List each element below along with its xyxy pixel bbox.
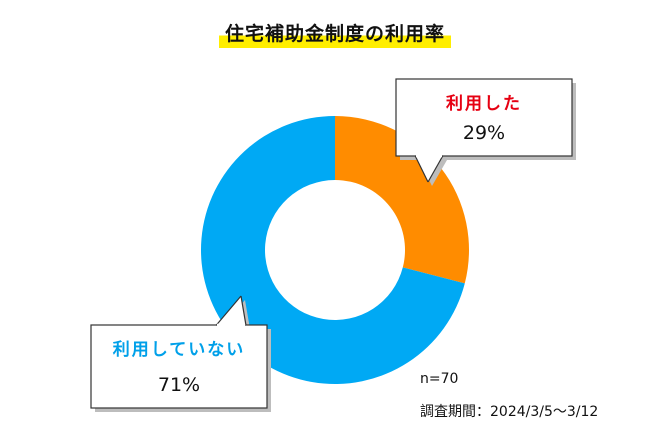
slice-value-label: 29% xyxy=(463,122,505,144)
callout-used: 利用した 29% xyxy=(395,78,576,186)
callout-not-used-tail-edge-b xyxy=(240,295,247,326)
slice-label: 利用していない xyxy=(113,339,246,360)
slice-used xyxy=(335,116,469,284)
callout-not-used: 利用していない 71% xyxy=(90,295,271,412)
callout-used-tail-edge-b xyxy=(427,155,444,183)
slice-label: 利用した xyxy=(446,93,522,114)
callout-used-box xyxy=(395,78,573,157)
callout-used-tail xyxy=(415,156,443,182)
callout-not-used-box xyxy=(90,324,268,409)
callout-used-tail-edge-a xyxy=(414,155,429,183)
survey-period-note: 調査期間：2024/3/5～3/12 xyxy=(420,404,599,420)
slice-not-used xyxy=(200,116,465,384)
callout-not-used-tail-edge-a xyxy=(215,295,242,326)
sample-size-note: n=70 xyxy=(420,371,459,387)
callout-not-used-tail xyxy=(216,296,246,325)
chart-title: 住宅補助金制度の利用率 xyxy=(218,20,451,48)
slice-value-label: 71% xyxy=(158,374,200,396)
